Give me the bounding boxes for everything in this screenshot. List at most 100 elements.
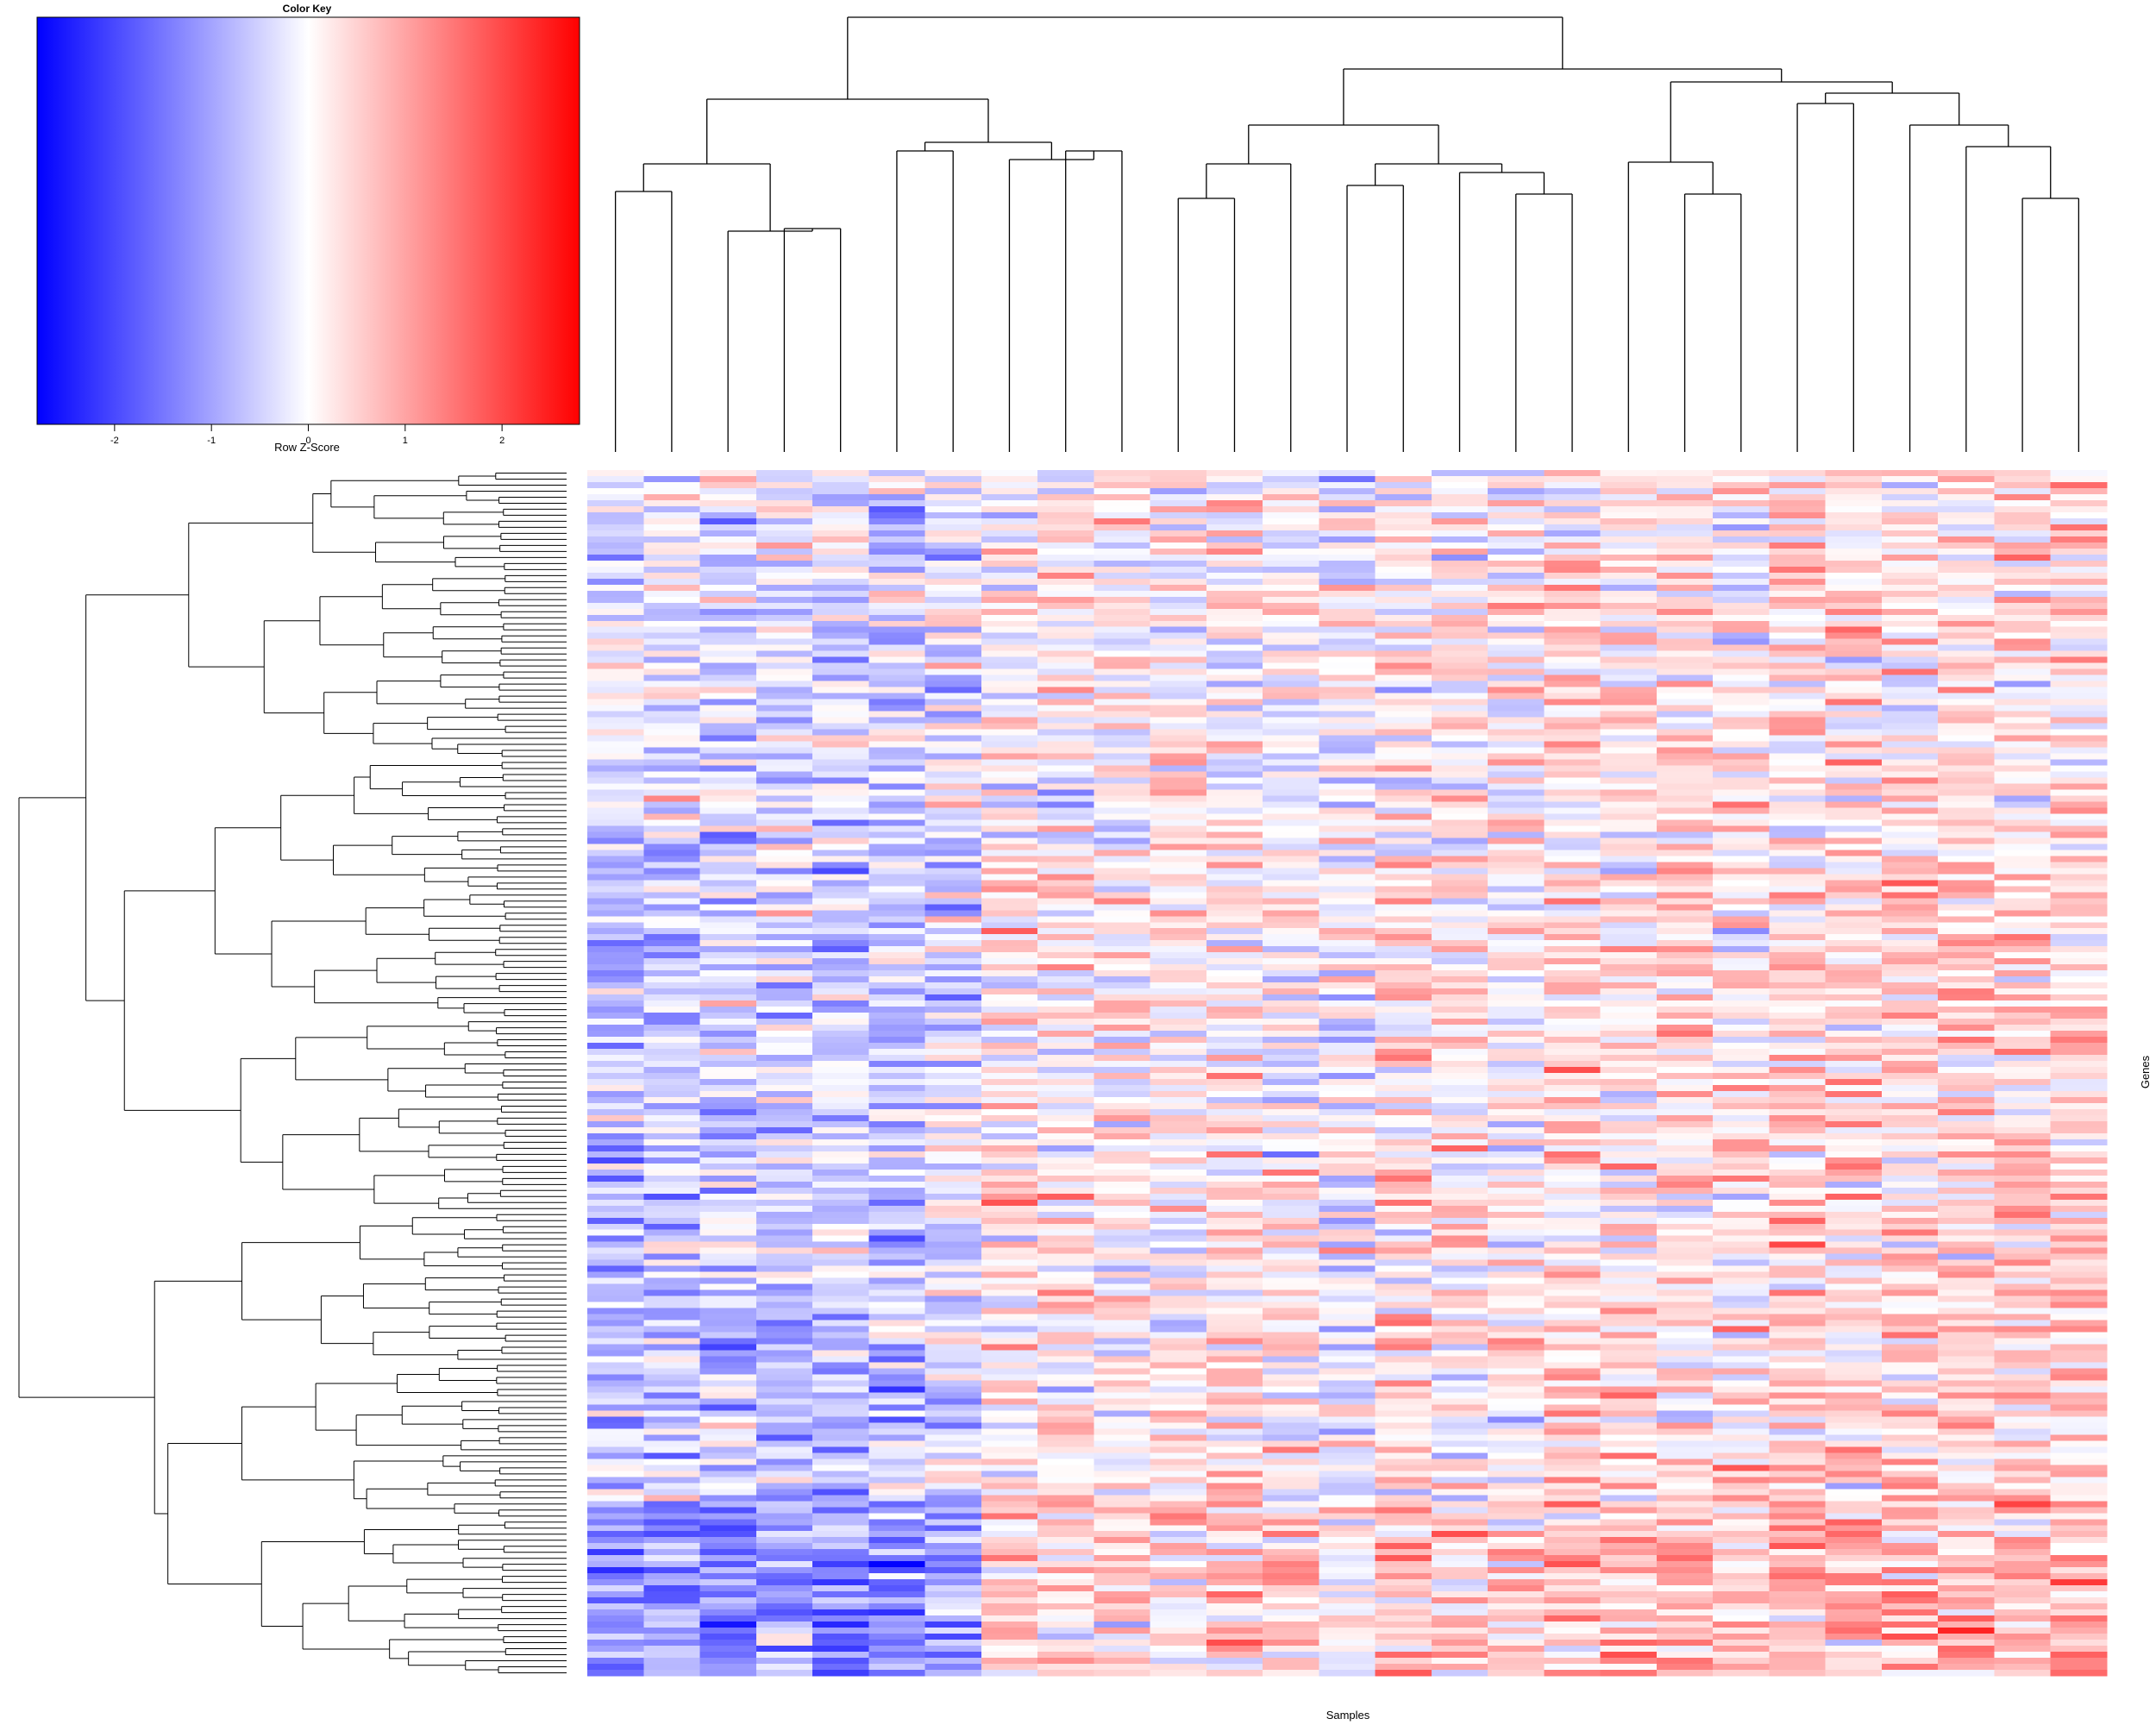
heatmap-cell <box>1206 916 1263 923</box>
heatmap-cell <box>1600 536 1658 543</box>
heatmap-cell <box>868 1247 926 1255</box>
heatmap-cell <box>1206 1398 1263 1405</box>
heatmap-cell <box>1375 807 1432 814</box>
heatmap-cell <box>1713 910 1770 917</box>
heatmap-cell <box>1319 566 1376 574</box>
heatmap-cell <box>981 1205 1038 1213</box>
heatmap-cell <box>868 1078 926 1086</box>
heatmap-cell <box>1431 982 1489 989</box>
heatmap-cell <box>755 590 813 598</box>
heatmap-cell <box>1150 874 1207 881</box>
heatmap-cell <box>755 1199 813 1207</box>
heatmap-cell <box>1881 499 1939 507</box>
heatmap-cell <box>1825 771 1883 778</box>
heatmap-cell <box>1263 759 1319 766</box>
heatmap-cell <box>1150 505 1207 513</box>
heatmap-cell <box>868 1199 926 1207</box>
heatmap-cell <box>868 1019 926 1026</box>
heatmap-cell <box>1150 1205 1207 1213</box>
heatmap-cell <box>812 1356 869 1363</box>
heatmap-cell <box>1431 994 1489 1001</box>
heatmap-cell <box>868 1108 926 1116</box>
heatmap-cell <box>812 964 869 971</box>
heatmap-cell <box>924 1049 982 1056</box>
heatmap-cell <box>924 988 982 995</box>
heatmap-cell <box>1881 844 1939 850</box>
heatmap-cell <box>1544 958 1601 965</box>
heatmap-cell <box>1263 524 1319 531</box>
heatmap-cell <box>1600 898 1658 905</box>
heatmap-cell <box>755 1163 813 1170</box>
heatmap-cell <box>1206 1102 1263 1110</box>
heatmap-cell <box>755 711 813 718</box>
heatmap-cell <box>643 1151 701 1158</box>
heatmap-cell <box>2050 566 2108 574</box>
heatmap-cell <box>1375 614 1432 622</box>
heatmap-cell <box>981 1223 1038 1231</box>
heatmap-cell <box>1938 693 1995 700</box>
heatmap-cell <box>587 608 644 616</box>
heatmap-cell <box>1037 1338 1094 1345</box>
heatmap-cell <box>868 1217 926 1225</box>
heatmap-cell <box>643 1235 701 1243</box>
heatmap-cell <box>1150 1031 1207 1038</box>
heatmap-cell <box>587 753 644 760</box>
heatmap-cell <box>1375 481 1432 489</box>
heatmap-cell <box>1488 693 1545 700</box>
heatmap-cell <box>1656 1410 1714 1417</box>
heatmap-cell <box>1037 1344 1094 1351</box>
heatmap-cell <box>1825 868 1883 875</box>
heatmap-cell <box>699 904 757 911</box>
heatmap-cell <box>643 928 701 935</box>
heatmap-cell <box>924 850 982 856</box>
heatmap-cell <box>1656 1398 1714 1405</box>
heatmap-cell <box>1094 1362 1151 1369</box>
heatmap-cell <box>1881 1049 1939 1056</box>
heatmap-cell <box>1994 964 2052 971</box>
heatmap-cell <box>1488 886 1545 893</box>
heatmap-cell <box>1994 1277 2052 1285</box>
heatmap-cell <box>2050 693 2108 700</box>
heatmap-cell <box>643 741 701 748</box>
heatmap-cell <box>1881 1326 1939 1333</box>
heatmap-cell <box>1375 1326 1432 1333</box>
heatmap-cell <box>1994 1422 2052 1429</box>
heatmap-cell <box>812 1308 869 1314</box>
heatmap-cell <box>1375 656 1432 664</box>
heatmap-cell <box>1881 1163 1939 1170</box>
heatmap-cell <box>1656 602 1714 610</box>
heatmap-cell <box>1375 994 1432 1001</box>
heatmap-cell <box>1488 530 1545 537</box>
heatmap-cell <box>1375 1096 1432 1104</box>
heatmap-cell <box>1713 1386 1770 1393</box>
heatmap-cell <box>1206 1314 1263 1320</box>
heatmap-cell <box>587 1283 644 1291</box>
heatmap-cell <box>1938 741 1995 748</box>
heatmap-cell <box>643 1410 701 1417</box>
heatmap-cell <box>868 1229 926 1237</box>
heatmap-cell <box>1994 1138 2052 1146</box>
heatmap-cell <box>1488 807 1545 814</box>
heatmap-cell <box>1713 687 1770 694</box>
heatmap-cell <box>1094 662 1151 670</box>
heatmap-cell <box>699 928 757 935</box>
heatmap-cell <box>1037 1084 1094 1092</box>
heatmap-cell <box>1994 729 2052 736</box>
heatmap-cell <box>1713 1013 1770 1019</box>
heatmap-cell <box>1656 487 1714 495</box>
heatmap-cell <box>587 940 644 947</box>
heatmap-cell <box>1375 687 1432 694</box>
heatmap-cell <box>1656 1037 1714 1044</box>
heatmap-cell <box>1713 1151 1770 1158</box>
heatmap-cell <box>1375 880 1432 887</box>
heatmap-cell <box>1431 1151 1489 1158</box>
heatmap-cell <box>699 1157 757 1164</box>
heatmap-cell <box>1600 1187 1658 1195</box>
heatmap-cell <box>1094 1019 1151 1026</box>
heatmap-cell <box>981 729 1038 736</box>
heatmap-cell <box>1600 753 1658 760</box>
heatmap-cell <box>1544 481 1601 489</box>
heatmap-cell <box>924 1229 982 1237</box>
heatmap-cell <box>2050 1235 2108 1243</box>
heatmap-cell <box>1094 898 1151 905</box>
